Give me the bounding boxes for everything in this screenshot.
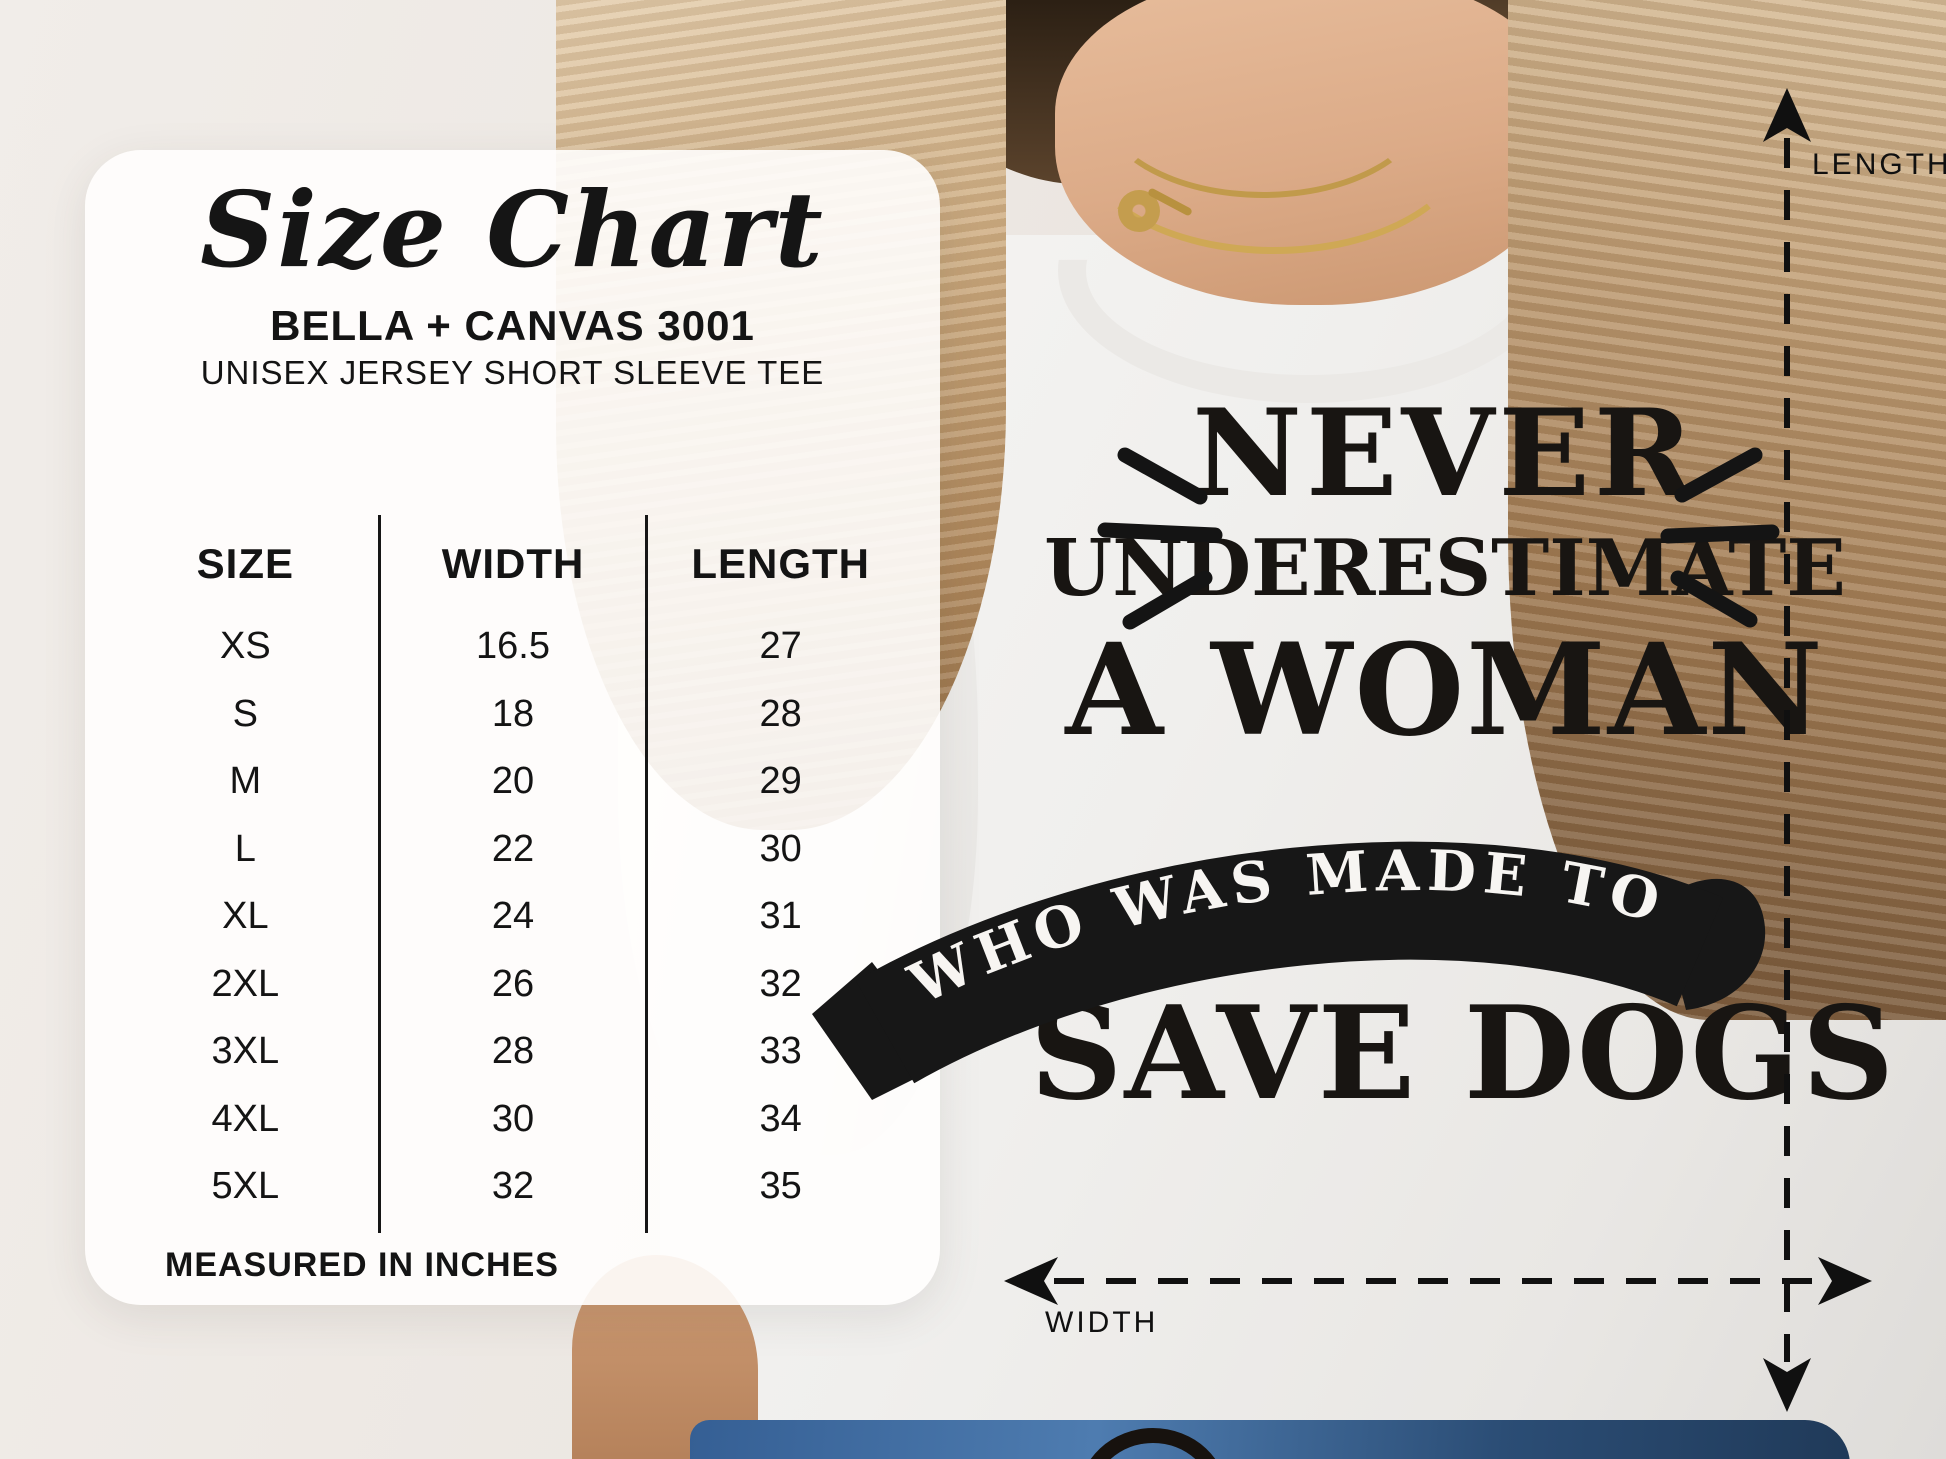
length-cell: 29: [759, 760, 802, 803]
length-cell: 31: [759, 895, 802, 938]
column-header-width: WIDTH: [441, 540, 585, 587]
design-line-a-woman: A WOMAN: [1065, 615, 1825, 764]
size-cell: L: [234, 827, 256, 870]
length-column: LENGTH 27 28 29 30 31 32 33 34 35: [645, 515, 913, 1233]
design-line-underestimate: UNDERESTIMATE: [1044, 523, 1846, 614]
width-cell: 22: [491, 827, 535, 870]
length-cell: 34: [759, 1097, 802, 1140]
size-cell: 2XL: [211, 962, 280, 1005]
blue-jeans: [690, 1420, 1850, 1459]
size-cell: S: [232, 692, 259, 735]
shirt-design-text: NEVER UNDERESTIMATE A WOMAN SAVE DOGS: [1030, 383, 1897, 1130]
width-cell: 24: [491, 895, 535, 938]
length-cell: 35: [759, 1165, 802, 1208]
size-table: SIZE XS S M L XL 2XL 3XL 4XL 5XL WIDTH 1…: [113, 515, 913, 1233]
measured-in-inches-note: MEASURED IN INCHES: [165, 1246, 559, 1284]
width-cell: 32: [491, 1165, 535, 1208]
size-column: SIZE XS S M L XL 2XL 3XL 4XL 5XL: [113, 515, 378, 1233]
width-label: WIDTH: [1045, 1306, 1159, 1339]
size-chart-card: Size Chart BELLA + CANVAS 3001 UNISEX JE…: [85, 150, 940, 1305]
width-cell: 30: [491, 1097, 535, 1140]
size-cell: 3XL: [211, 1030, 280, 1073]
width-cell: 26: [491, 962, 535, 1005]
size-cell: XL: [222, 895, 269, 938]
design-line-never: NEVER: [1192, 383, 1698, 524]
length-cell: 30: [759, 827, 802, 870]
card-title: Size Chart: [200, 168, 825, 291]
width-cell: 28: [491, 1030, 535, 1073]
design-line-save-dogs: SAVE DOGS: [1030, 979, 1897, 1130]
length-cell: 32: [759, 962, 802, 1005]
width-cell: 16.5: [476, 625, 550, 668]
size-cell: 4XL: [211, 1097, 280, 1140]
product-name: UNISEX JERSEY SHORT SLEEVE TEE: [200, 354, 825, 391]
width-cell: 18: [491, 692, 535, 735]
length-cell: 27: [759, 625, 802, 668]
gold-necklace-chain: [1078, 122, 1470, 254]
column-header-length: LENGTH: [691, 540, 870, 587]
brand-name: BELLA + CANVAS 3001: [270, 302, 755, 349]
length-cell: 33: [759, 1030, 802, 1073]
length-label: LENGTH: [1812, 148, 1946, 181]
size-cell: 5XL: [211, 1165, 280, 1208]
width-column: WIDTH 16.5 18 20 22 24 26 28 30 32: [377, 515, 646, 1233]
design-banner-spacer: [1030, 762, 1860, 984]
width-cell: 20: [491, 760, 535, 803]
length-cell: 28: [759, 692, 802, 735]
size-cell: XS: [219, 625, 271, 668]
size-cell: M: [229, 760, 262, 803]
column-header-size: SIZE: [196, 540, 295, 587]
